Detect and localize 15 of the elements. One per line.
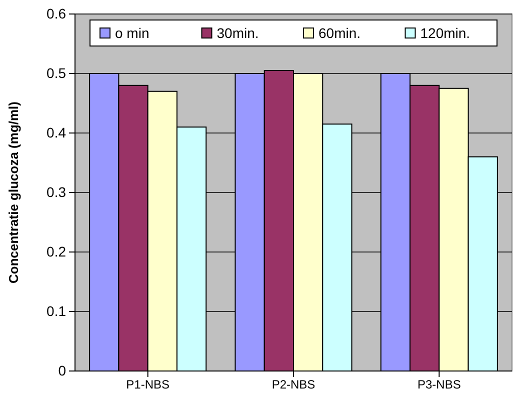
y-tick-label: 0.3 [46,184,66,200]
y-tick-label: 0 [58,362,66,378]
y-tick-label: 0.1 [46,302,66,319]
legend-label: 120min. [420,24,470,41]
y-tick-label: 0.2 [46,243,66,260]
x-tick-label: P3-NBS [417,378,461,392]
legend-label: 60min. [318,24,361,41]
y-tick-label: 0.4 [46,124,66,140]
x-tick-label: P1-NBS [126,378,170,392]
legend-label: 30min. [216,24,259,41]
legend-label: o min [115,24,150,41]
y-tick-label: 0.5 [46,64,66,81]
y-axis-title: Concentratie glucoza (mg/ml) [6,101,21,284]
x-tick-label: P2-NBS [272,378,316,392]
y-tick-label: 0.6 [46,5,66,22]
